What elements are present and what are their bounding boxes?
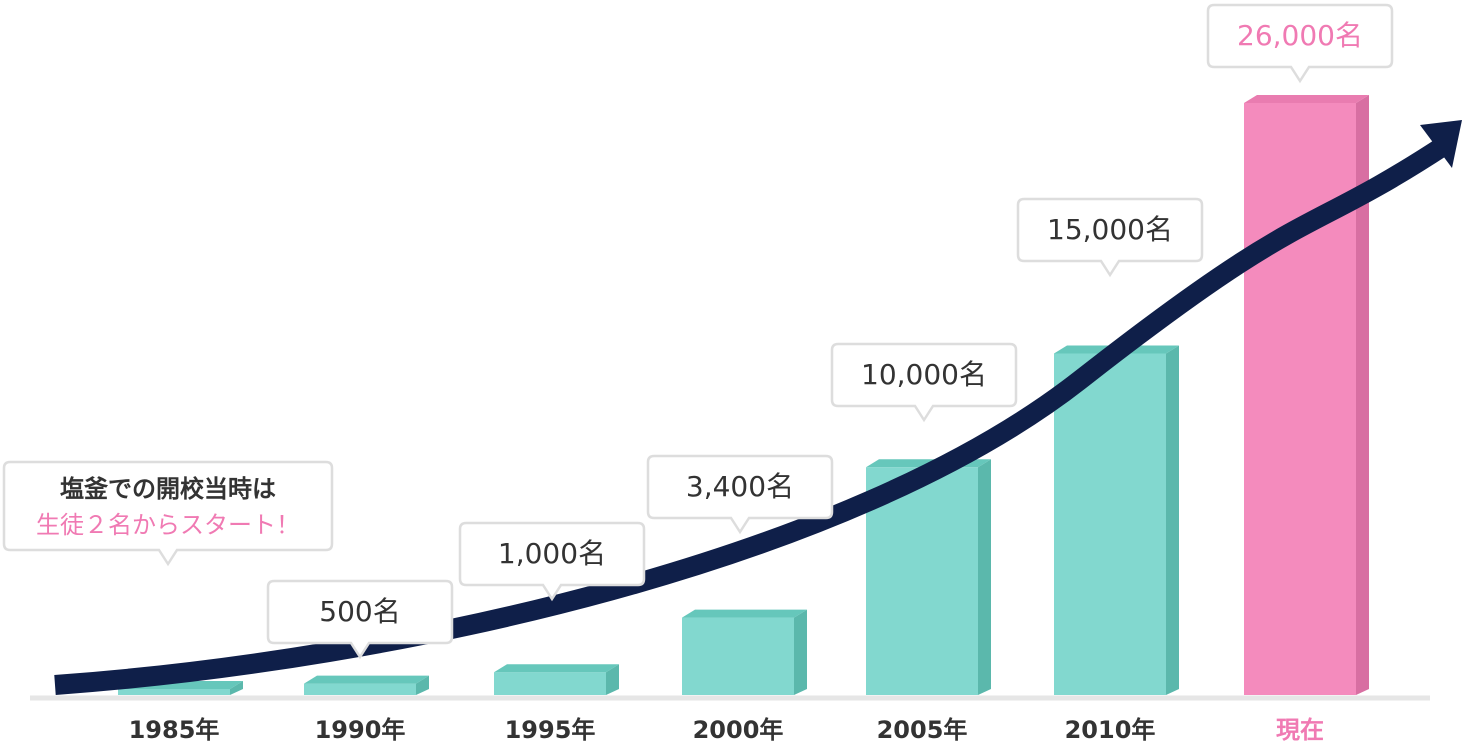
bar-6	[1244, 95, 1369, 695]
callouts-layer: 500名 1,000名 3,400名 10,000名 15,000名 26,000名塩釜で…	[2, 3, 1394, 660]
bar-front	[304, 683, 416, 695]
callout-box	[1206, 3, 1394, 84]
bar-front	[682, 617, 794, 695]
data-label-text: 26,000名	[1237, 19, 1363, 52]
bar-1	[304, 675, 429, 695]
note-line-1: 塩釜での開校当時は	[60, 475, 276, 503]
bar-2	[494, 664, 619, 695]
growth-arrow	[54, 120, 1462, 695]
x-tick-label: 1990年	[315, 716, 406, 744]
callout-box	[458, 521, 646, 602]
data-label-6: 26,000名	[1206, 3, 1394, 84]
callout-box	[266, 579, 454, 660]
data-label-text: 15,000名	[1047, 213, 1173, 246]
note-line-2: 生徒２名からスタート！	[36, 511, 300, 539]
arrow-curve	[54, 136, 1451, 695]
data-label-2: 1,000名	[458, 521, 646, 602]
bar-top	[494, 664, 619, 673]
bar-3	[682, 609, 807, 695]
x-tick-label: 2005年	[877, 716, 968, 744]
x-tick-label: 2000年	[693, 716, 784, 744]
x-tick-label: 1985年	[129, 716, 220, 744]
bar-front	[118, 689, 230, 695]
callout-box	[2, 460, 334, 567]
bar-side	[794, 609, 807, 695]
bar-front	[866, 467, 978, 695]
bar-top	[1244, 95, 1369, 103]
bar-top	[682, 609, 807, 618]
bar-side	[416, 675, 429, 695]
callout-box	[830, 342, 1018, 423]
data-label-5: 15,000名	[1016, 197, 1204, 278]
data-label-1: 500名	[266, 579, 454, 660]
bar-side	[1166, 345, 1179, 695]
data-label-4: 10,000名	[830, 342, 1018, 423]
bar-front	[1244, 103, 1356, 695]
bar-side	[230, 681, 243, 695]
bar-side	[606, 664, 619, 695]
data-label-text: 500名	[319, 595, 400, 628]
data-label-3: 3,400名	[646, 454, 834, 535]
data-label-text: 3,400名	[686, 470, 794, 503]
bar-front	[494, 672, 606, 695]
data-label-text: 10,000名	[861, 358, 987, 391]
x-tick-label: 1995年	[505, 716, 596, 744]
x-tick-label: 現在	[1276, 716, 1324, 744]
callout-box	[646, 454, 834, 535]
callout-box	[1016, 197, 1204, 278]
x-tick-label: 2010年	[1065, 716, 1156, 744]
x-axis-ticks: 1985年 1990年 1995年 2000年 2005年 2010年 現在	[129, 716, 1324, 744]
data-label-text: 1,000名	[498, 537, 606, 570]
bar-side	[1356, 95, 1369, 695]
bar-top	[304, 675, 429, 684]
arrow-head	[1420, 120, 1462, 168]
bar-5	[1054, 345, 1179, 695]
bar-front	[1054, 353, 1166, 695]
bar-side	[978, 459, 991, 695]
bar-4	[866, 459, 991, 695]
